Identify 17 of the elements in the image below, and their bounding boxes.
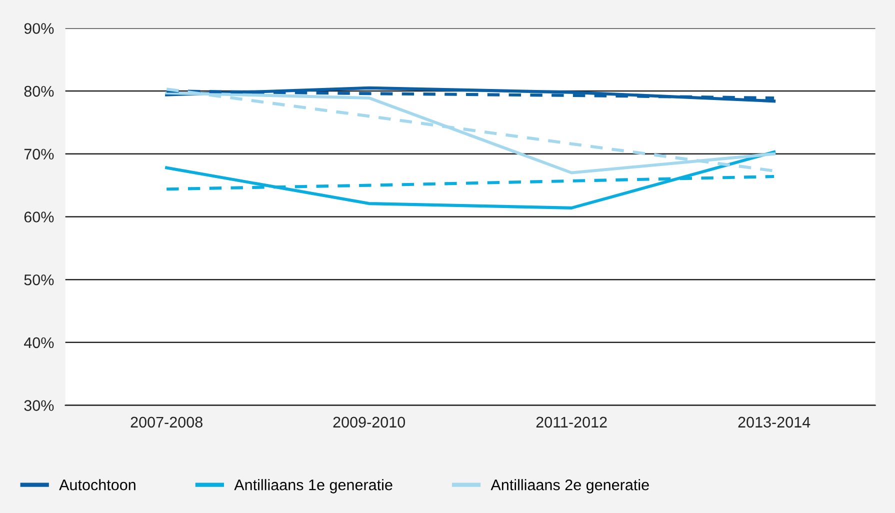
x-tick-label: 2009-2010 xyxy=(333,416,406,428)
x-tick-label: 2011-2012 xyxy=(536,416,607,428)
y-tick-label: 80% xyxy=(24,86,54,97)
x-tick-label: 2007-2008 xyxy=(130,416,202,428)
y-tick-label: 60% xyxy=(24,212,54,222)
y-tick-label: 50% xyxy=(24,274,54,286)
line-series xyxy=(165,86,776,103)
legend-label: Autochtoon xyxy=(59,479,136,490)
legend-label: Antilliaans 2e generatie xyxy=(490,479,649,494)
line-series xyxy=(165,90,776,100)
legend-label: Antilliaans 1e generatie xyxy=(234,479,392,494)
y-tick-label: 40% xyxy=(24,337,54,348)
y-tick-label: 70% xyxy=(24,148,54,160)
x-tick-label: 2013-2014 xyxy=(738,416,810,428)
y-tick-label: 30% xyxy=(24,400,54,411)
y-tick-label: 90% xyxy=(24,23,54,34)
line-series xyxy=(165,150,776,210)
